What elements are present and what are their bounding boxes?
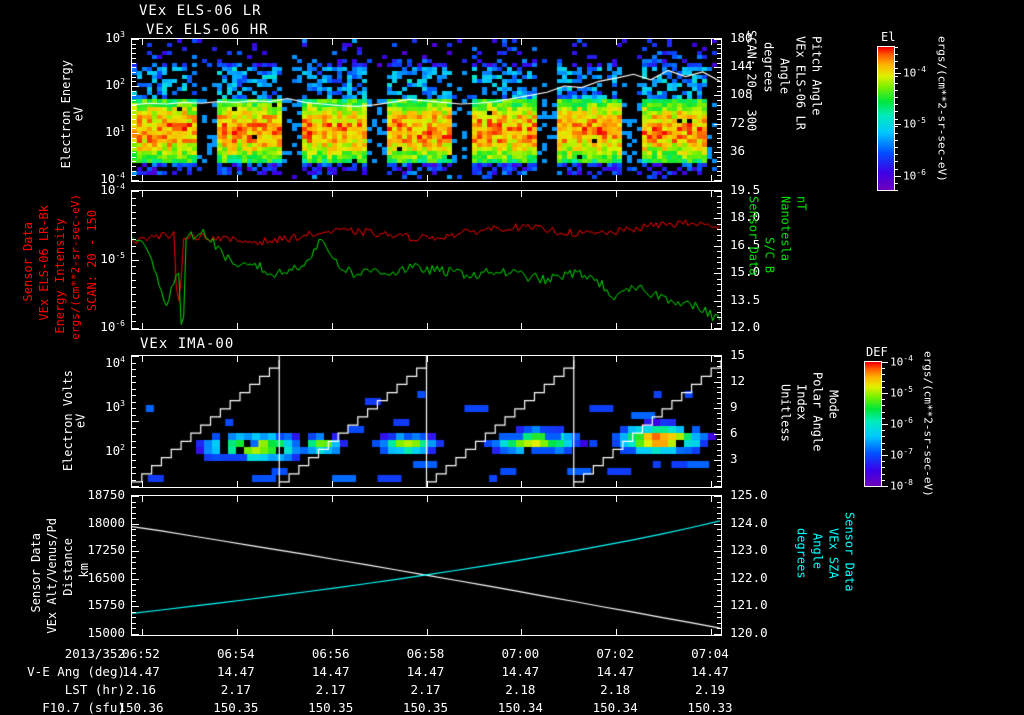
panel4-left-axis-label-3: Distance bbox=[61, 538, 75, 596]
panel1-title-lr: VEx ELS-06 LR bbox=[139, 3, 262, 19]
bottom-axis-cell: 14.47 bbox=[501, 664, 540, 679]
colorbar-tick bbox=[882, 424, 888, 425]
panel4-right-axis-label-line2: VEx SZA bbox=[826, 528, 841, 579]
bottom-axis-cell: 2.17 bbox=[410, 682, 441, 697]
bottom-axis-cell: 14.47 bbox=[596, 664, 634, 679]
cb2t-item: 10-8 bbox=[890, 478, 913, 493]
panel1-right-axis-label-c: Angle bbox=[777, 58, 792, 95]
panel4-left-axis-label-4: km bbox=[77, 563, 91, 578]
cb2t-item: 10-6 bbox=[890, 416, 913, 431]
panel1-right-axis-label-line3: Angle bbox=[777, 58, 792, 95]
panel4-right-axis-label-3: Angle bbox=[810, 533, 825, 570]
cb2t-item: 10-4 bbox=[890, 354, 913, 369]
bottom-axis-cell: 2.19 bbox=[694, 682, 726, 697]
panel3-plot-frame bbox=[131, 355, 722, 488]
panel2-right-axis-label-1: Sensor Data bbox=[746, 196, 761, 276]
bottom-axis-cell: 2.18 bbox=[505, 682, 536, 697]
cb1t-item: 10-5 bbox=[903, 116, 926, 131]
bottom-axis-cell: 06:56 bbox=[311, 646, 350, 661]
colorbar-tick bbox=[895, 124, 901, 126]
bottom-axis-cell: 14.47 bbox=[122, 664, 160, 679]
panel4-left-axis-label-line2: VEx Alt/Venus/Pd bbox=[45, 518, 59, 634]
panel1-right-axis-label-d: VEx ELS-06 LR bbox=[793, 36, 808, 130]
bottom-axis-cell: 06:54 bbox=[217, 646, 255, 661]
bottom-axis-cell: 14.47 bbox=[406, 664, 445, 679]
panel3-right-axis-label-line1: Mode bbox=[826, 390, 841, 419]
panel3-right-axis-label-3: Index bbox=[794, 384, 809, 421]
panel4-left-axis-label-1: Sensor Data bbox=[29, 533, 43, 613]
colorbar-tick bbox=[895, 175, 901, 177]
bottom-axis-cell: 06:52 bbox=[122, 646, 160, 661]
panel3-right-axis-label-1: Mode bbox=[826, 390, 841, 419]
panel3-title: VEx IMA-00 bbox=[140, 336, 235, 352]
colorbar-tick bbox=[895, 72, 901, 74]
el-colorbar-unit-label: ergs/(cm**2-sr-sec-eV) bbox=[935, 36, 949, 182]
def-colorbar-title: DEF bbox=[866, 345, 888, 359]
bottom-axis-cell: 14.47 bbox=[311, 664, 350, 679]
panel4-plot-frame bbox=[131, 495, 722, 636]
bottom-axis-row-label: 2013/352 bbox=[64, 646, 125, 661]
panel3-right-axis-label-4: Unitless bbox=[778, 384, 793, 442]
panel1-plot-frame bbox=[131, 38, 722, 182]
panel4-left-axis-label-line1: Sensor Data bbox=[29, 533, 43, 613]
bottom-axis-cell: 2.18 bbox=[600, 682, 631, 697]
cb2t-item: 10-5 bbox=[890, 385, 913, 400]
panel4-left-axis-label-line3: Distance bbox=[61, 538, 75, 596]
bottom-axis-row-label: V-E Ang (deg) bbox=[27, 664, 125, 679]
colorbar-tick bbox=[882, 486, 888, 487]
panel3-right-axis-label-line4: Unitless bbox=[778, 384, 793, 442]
bottom-axis-cell: 14.47 bbox=[691, 664, 729, 679]
panel1-right-axis-label-b: degrees bbox=[761, 42, 776, 93]
colorbar-tick bbox=[882, 455, 888, 456]
panel2-right-axis-label-line4: nT bbox=[794, 196, 809, 211]
cb2t-item: 10-7 bbox=[890, 447, 913, 462]
panel2-right-axis-label-line2: S/C B bbox=[762, 237, 777, 274]
panel2-right-axis-label-3: Nanotesla bbox=[778, 196, 793, 262]
panel4-left-axis-label-2: VEx Alt/Venus/Pd bbox=[45, 518, 59, 634]
panel2-right-axis-label-line1: Sensor Data bbox=[746, 196, 761, 276]
bottom-axis-cell: 14.47 bbox=[217, 664, 255, 679]
panel1-right-axis-label-e: Pitch Angle bbox=[809, 36, 824, 116]
def-colorbar-unit-label: ergs/(cm**2-sr-sec-eV) bbox=[921, 351, 935, 497]
bottom-axis-cell: 06:58 bbox=[406, 646, 445, 661]
panel4-right-axis-label-2: VEx SZA bbox=[826, 528, 841, 579]
bottom-axis-cell: 07:04 bbox=[691, 646, 729, 661]
bottom-axis-cell: 2.17 bbox=[315, 682, 346, 697]
bottom-axis-table: 2013/352 V-E Ang (deg) LST (hr) F10.7 (sfu)… bbox=[0, 640, 1024, 715]
panel2-plot-frame bbox=[131, 190, 722, 330]
panel1-right-axis-label-line5: SCAN: 20 - 300 bbox=[744, 30, 759, 132]
bottom-axis-cell: 07:02 bbox=[596, 646, 634, 661]
panel4-right-axis-label-line3: Angle bbox=[810, 533, 825, 570]
cb1t-item: 10-6 bbox=[903, 167, 926, 183]
panel2-right-axis-label-4: nT bbox=[794, 196, 809, 211]
colorbar-tick bbox=[882, 362, 888, 363]
panel4-right-axis-label-4: degrees bbox=[794, 528, 809, 579]
el-colorbar bbox=[877, 46, 895, 191]
bottom-axis-cell: 2.17 bbox=[220, 682, 251, 697]
panel1-right-axis-label-line1: Pitch Angle bbox=[809, 36, 824, 116]
def-colorbar bbox=[864, 361, 882, 487]
panel4-right-axis-label-1: Sensor Data bbox=[842, 512, 857, 592]
el-colorbar-title: El bbox=[881, 30, 896, 44]
panel3-right-axis-label-line2: Polar Angle bbox=[810, 372, 825, 452]
panel2-right-axis-label-line3: Nanotesla bbox=[778, 196, 793, 262]
panel1-right-axis-label-line2: VEx ELS-06 LR bbox=[793, 36, 808, 130]
panel1-right-axis-label: SCAN: 20 - 300 bbox=[744, 30, 759, 132]
bottom-axis-cell: 2.16 bbox=[125, 682, 157, 697]
cb1t-item: 10-4 bbox=[903, 64, 926, 80]
bottom-axis-row-label: LST (hr) bbox=[64, 682, 125, 697]
panel2-right-axis-label-2: S/C B bbox=[762, 237, 777, 274]
panel3-right-axis-label-2: Polar Angle bbox=[810, 372, 825, 452]
panel4-left-axis-label-line4: km bbox=[77, 563, 91, 578]
panel1-title-hr: VEx ELS-06 HR bbox=[146, 22, 269, 38]
colorbar-tick bbox=[882, 393, 888, 394]
bottom-axis-cell: 07:00 bbox=[501, 646, 540, 661]
panel4-right-axis-label-line1: Sensor Data bbox=[842, 512, 857, 592]
panel1-right-axis-label-line4: degrees bbox=[761, 42, 776, 93]
panel4-right-axis-label-line4: degrees bbox=[794, 528, 809, 579]
panel3-right-axis-label-line3: Index bbox=[794, 384, 809, 421]
